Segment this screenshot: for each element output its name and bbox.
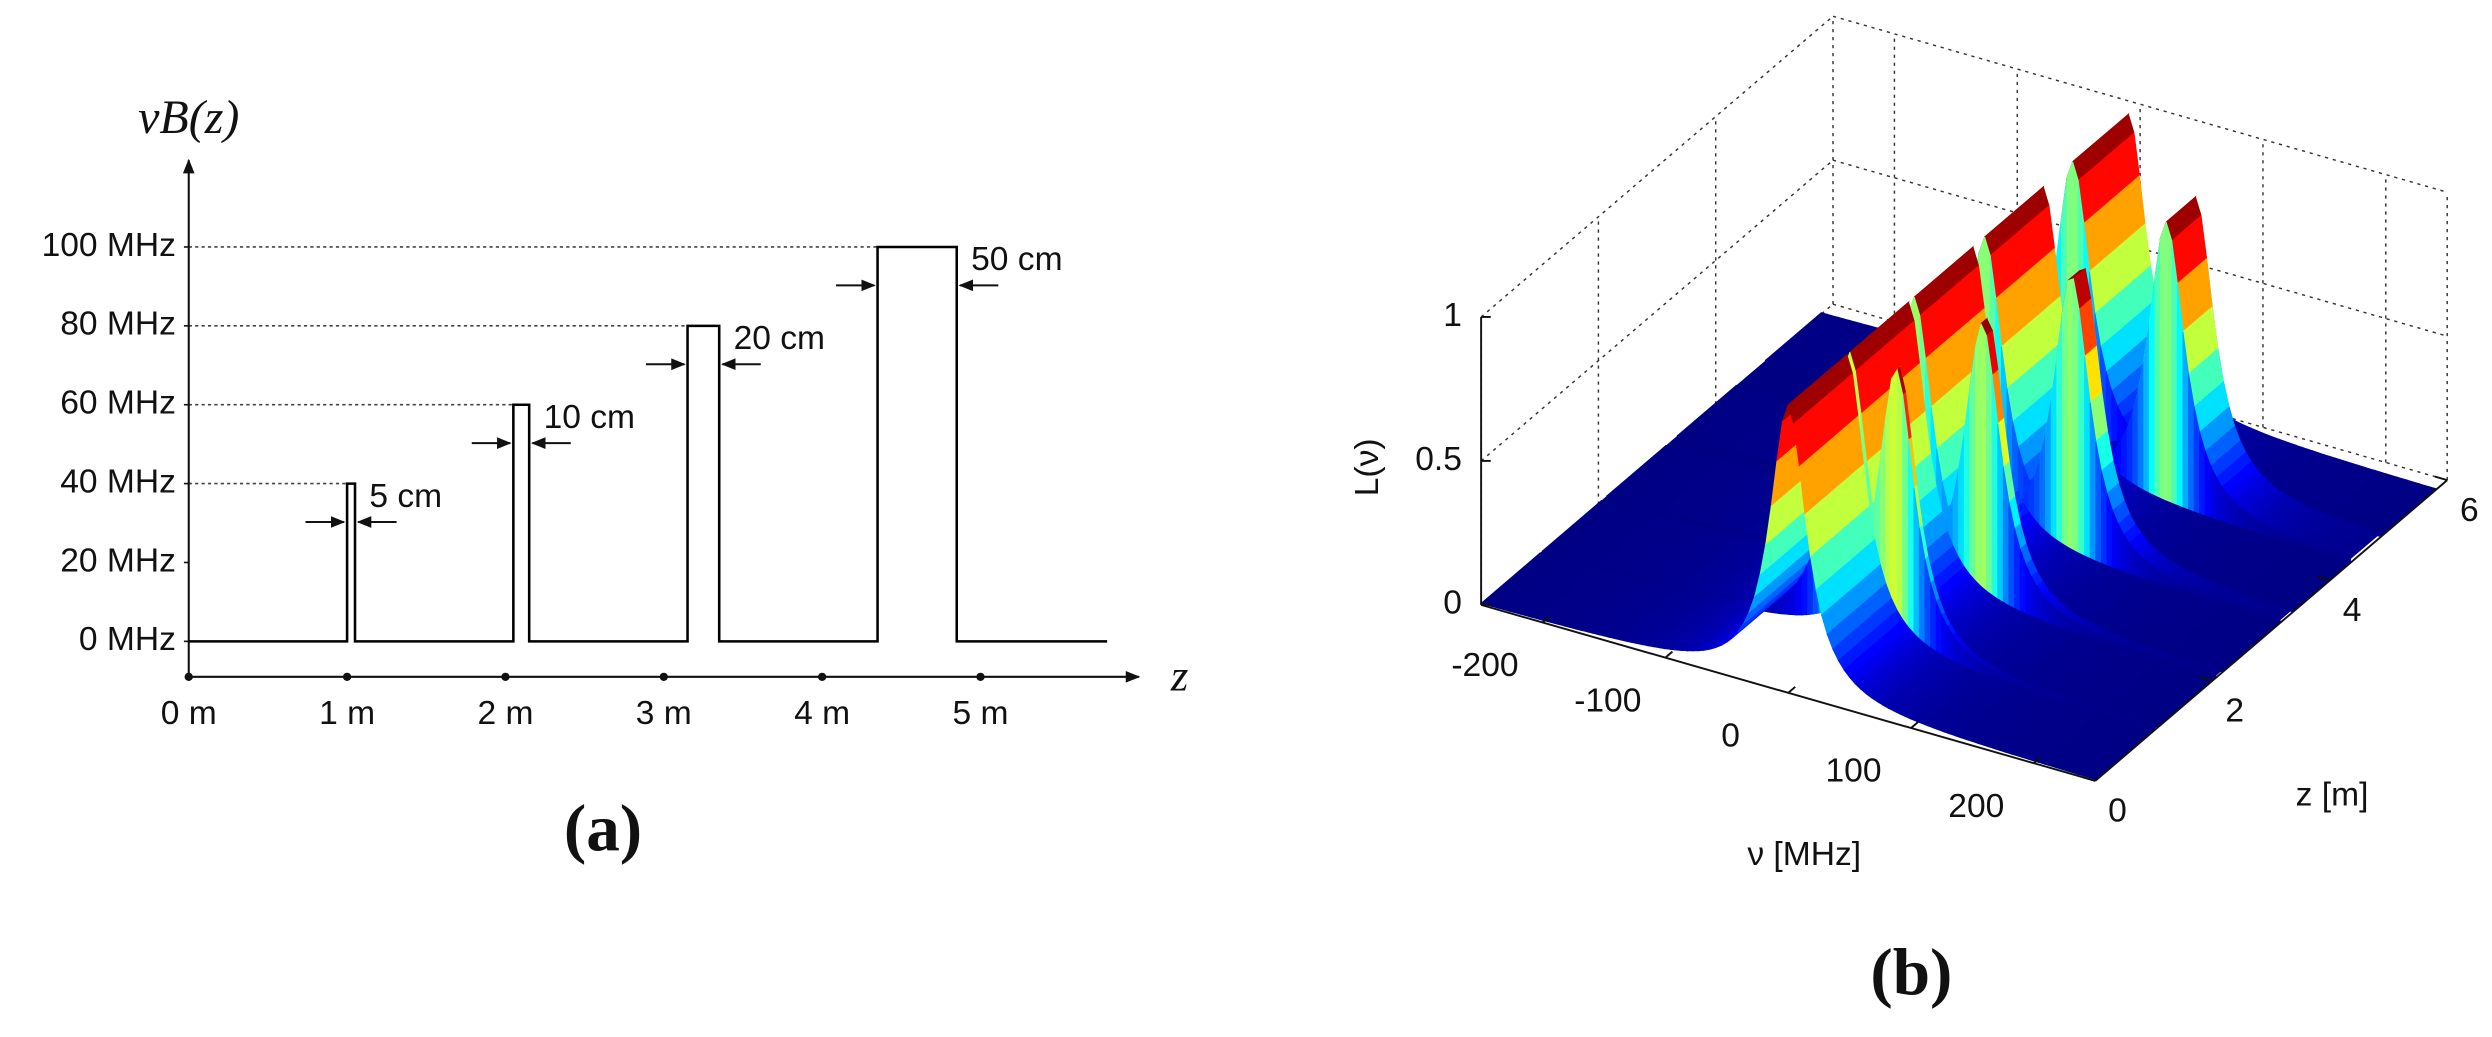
y-axis-label: z [m]	[2296, 777, 2369, 814]
x-tick-label: 0	[1721, 718, 1740, 755]
surface-patch	[1885, 378, 1893, 599]
grid-line	[1480, 159, 1834, 462]
y-tick-label: 60 MHz	[60, 385, 176, 422]
y-tick-label: 0	[2108, 793, 2127, 830]
x-tick	[817, 672, 827, 682]
x-tick	[342, 672, 352, 682]
y-tick-label: 80 MHz	[60, 306, 176, 343]
surface-patch	[1902, 394, 1909, 629]
x-tick-label: 4 m	[794, 695, 850, 732]
x-tick-label: 5 m	[952, 695, 1008, 732]
surface-patch	[2249, 514, 2257, 534]
surface-patch	[2243, 510, 2251, 532]
y-tick-label: 2	[2225, 692, 2244, 729]
y-tick	[2200, 676, 2213, 682]
x-tick-label: 2 m	[477, 695, 533, 732]
y-tick-label: 20 MHz	[60, 542, 176, 579]
x-tick	[184, 672, 193, 682]
panel-label: (b)	[1870, 935, 1952, 1010]
x-tick	[976, 672, 985, 682]
y-tick-label: 4	[2343, 592, 2362, 629]
y-tick-label: 40 MHz	[60, 463, 176, 500]
z-tick-label: 0	[1443, 585, 1462, 622]
data-line	[188, 245, 1108, 643]
x-tick-label: 0 m	[161, 695, 217, 732]
x-tick-label: -100	[1574, 682, 1641, 719]
z-axis-label: L(ν)	[1349, 438, 1386, 496]
grid-line	[1480, 15, 1834, 318]
x-tick	[1664, 650, 1674, 659]
x-tick	[1910, 721, 1919, 729]
grid-line	[1832, 15, 2448, 193]
y-tick	[2434, 475, 2448, 482]
surface-patch	[2165, 221, 2173, 505]
x-tick-label: -200	[1451, 647, 1518, 684]
z-tick-label: 1	[1443, 297, 1462, 334]
grid-line	[1832, 159, 2448, 337]
x-axis-label: z	[1170, 650, 1188, 700]
annotation: 10 cm	[544, 399, 635, 436]
surface-patch	[1891, 368, 1898, 611]
y-axis-label: νB(z)	[138, 91, 239, 144]
x-tick	[1541, 615, 1551, 624]
x-tick-label: 3 m	[636, 695, 692, 732]
surface-patch	[2154, 237, 2162, 500]
y-tick-label: 100 MHz	[42, 227, 176, 264]
panel-a: 5 cm 10 cm 20 cm 50 cm 0 m 1 m 2 m 3 m 4 m 5 m 0 M…	[42, 91, 1189, 732]
surface-patch	[2255, 518, 2262, 535]
surface-patch	[2061, 280, 2069, 549]
surface-patch	[2078, 309, 2086, 557]
y-axis	[2094, 479, 2448, 782]
y-tick-label: 6	[2460, 492, 2479, 529]
annotation: 5 cm	[369, 478, 442, 515]
surface-patch	[2056, 313, 2063, 545]
x-tick	[659, 672, 668, 682]
surface-patch	[2088, 727, 2156, 780]
annotation: 50 cm	[971, 241, 1062, 278]
surface-patch	[2160, 221, 2167, 502]
surface-patch	[1975, 323, 1982, 588]
x-axis-label: ν [MHz]	[1747, 836, 1861, 873]
x-tick	[1787, 686, 1796, 694]
x-tick	[2033, 756, 2042, 764]
x-tick-label: 200	[1948, 788, 2004, 825]
panel-label: (a)	[564, 791, 642, 866]
annotation: 20 cm	[734, 320, 825, 357]
surface-patch	[1986, 335, 1993, 597]
x-tick-label: 100	[1825, 753, 1881, 790]
surface-patch	[1980, 323, 1988, 593]
surface-patch	[2072, 278, 2080, 555]
y-tick	[2317, 575, 2331, 582]
surface-patch	[2171, 240, 2178, 507]
y-tick-label: 0 MHz	[79, 621, 176, 658]
y-tick	[2082, 776, 2096, 782]
surface-patch	[2067, 278, 2074, 552]
z-tick-label: 0.5	[1415, 441, 1462, 478]
x-tick	[501, 672, 510, 682]
panel-b: -200 -100 0 100 200 0 2 4 6 0 0.5 1 ν [MHz] z [m] L(ν)	[1349, 15, 2479, 873]
x-tick-label: 1 m	[319, 695, 375, 732]
surface-patch	[1896, 369, 1904, 622]
surface-patch	[1969, 345, 1977, 583]
